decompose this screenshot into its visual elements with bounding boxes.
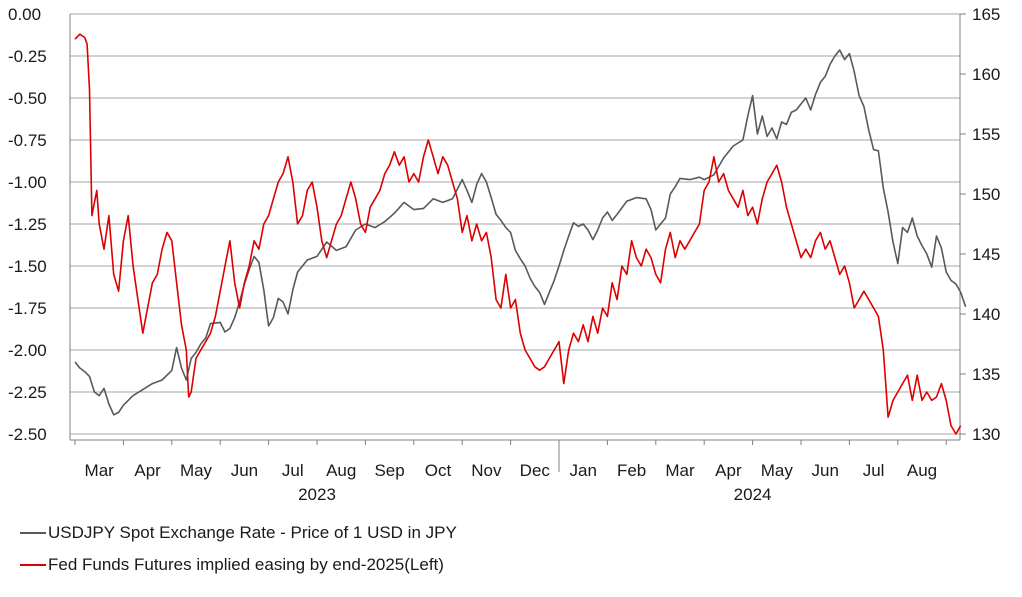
legend-label-fed-funds: Fed Funds Futures implied easing by end-… <box>48 555 444 574</box>
legend-label-usdjpy: USDJPY Spot Exchange Rate - Price of 1 U… <box>48 523 457 542</box>
series-line-usdjpy <box>74 49 967 416</box>
left-axis-tick-label: -0.25 <box>8 47 47 66</box>
x-axis-month-label: Jun <box>231 461 258 480</box>
x-axis-year-label: 2024 <box>734 485 772 504</box>
left-axis-tick-label: -1.75 <box>8 299 47 318</box>
left-axis-tick-label: -2.50 <box>8 425 47 444</box>
x-axis-month-label: Aug <box>326 461 356 480</box>
x-axis-month-label: Jul <box>863 461 885 480</box>
right-axis-tick-label: 155 <box>972 125 1000 144</box>
left-axis-tick-label: -2.25 <box>8 383 47 402</box>
x-axis-month-label: Nov <box>471 461 502 480</box>
series-line-fed-funds-easing <box>74 33 962 435</box>
left-axis-tick-label: -1.25 <box>8 215 47 234</box>
left-axis-tick-label: -0.75 <box>8 131 47 150</box>
right-axis-tick-label: 135 <box>972 365 1000 384</box>
x-axis-month-label: Sep <box>374 461 404 480</box>
left-axis-tick-label: -2.00 <box>8 341 47 360</box>
legend-item-fed-funds: Fed Funds Futures implied easing by end-… <box>20 555 444 575</box>
x-axis-year-label: 2023 <box>298 485 336 504</box>
x-axis-month-label: May <box>761 461 794 480</box>
x-axis-month-label: Apr <box>715 461 742 480</box>
legend-swatch-fed-funds <box>20 564 46 566</box>
right-axis-tick-label: 145 <box>972 245 1000 264</box>
x-axis-month-label: Jan <box>569 461 596 480</box>
x-axis-month-label: Mar <box>85 461 115 480</box>
x-axis-month-label: Feb <box>617 461 646 480</box>
x-axis-month-label: Mar <box>665 461 695 480</box>
left-axis-tick-label: -1.00 <box>8 173 47 192</box>
right-axis-tick-label: 160 <box>972 65 1000 84</box>
left-axis-tick-label: -1.50 <box>8 257 47 276</box>
x-axis-month-label: Apr <box>134 461 161 480</box>
right-axis-tick-label: 150 <box>972 185 1000 204</box>
right-axis-tick-label: 165 <box>972 5 1000 24</box>
x-axis-month-label: Jun <box>811 461 838 480</box>
x-axis-month-label: Aug <box>907 461 937 480</box>
left-axis-tick-label: 0.00 <box>8 5 41 24</box>
x-axis-month-label: Jul <box>282 461 304 480</box>
right-axis-tick-label: 140 <box>972 305 1000 324</box>
left-axis-tick-label: -0.50 <box>8 89 47 108</box>
legend-swatch-usdjpy <box>20 532 46 534</box>
right-axis-tick-label: 130 <box>972 425 1000 444</box>
x-axis-month-label: May <box>180 461 213 480</box>
x-axis-month-label: Dec <box>520 461 551 480</box>
legend-item-usdjpy: USDJPY Spot Exchange Rate - Price of 1 U… <box>20 523 457 543</box>
x-axis-month-label: Oct <box>425 461 452 480</box>
